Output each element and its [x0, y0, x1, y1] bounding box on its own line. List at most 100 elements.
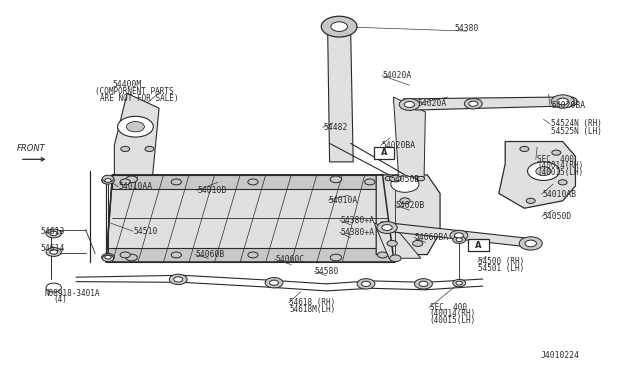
- Circle shape: [170, 274, 187, 285]
- Text: 54525N (LH): 54525N (LH): [551, 126, 602, 136]
- Text: 54524N (RH): 54524N (RH): [551, 119, 602, 128]
- Circle shape: [450, 230, 468, 241]
- FancyBboxPatch shape: [468, 239, 488, 251]
- Text: 54400M: 54400M: [113, 80, 141, 89]
- Circle shape: [536, 167, 551, 176]
- Text: 54010B: 54010B: [197, 186, 227, 195]
- Text: 54613: 54613: [40, 227, 65, 236]
- Text: A: A: [381, 148, 387, 157]
- Circle shape: [46, 247, 61, 256]
- Circle shape: [102, 175, 114, 182]
- Circle shape: [269, 280, 278, 285]
- Circle shape: [102, 255, 114, 262]
- Circle shape: [385, 176, 393, 181]
- Circle shape: [105, 179, 111, 182]
- Circle shape: [365, 179, 375, 185]
- Circle shape: [330, 176, 342, 183]
- Circle shape: [557, 98, 568, 105]
- Text: J4010224: J4010224: [540, 351, 579, 360]
- Text: SEC. 400: SEC. 400: [430, 303, 467, 312]
- Circle shape: [248, 252, 258, 258]
- Text: 54010A: 54010A: [329, 196, 358, 205]
- Circle shape: [172, 252, 181, 258]
- Circle shape: [526, 198, 535, 203]
- Text: 54510: 54510: [134, 227, 158, 236]
- Circle shape: [120, 179, 131, 185]
- Circle shape: [330, 254, 342, 261]
- Text: 54020BA: 54020BA: [381, 141, 415, 150]
- Circle shape: [399, 99, 420, 110]
- Polygon shape: [499, 141, 575, 208]
- Circle shape: [552, 150, 561, 155]
- Text: ARE NOT FOR SALE): ARE NOT FOR SALE): [100, 94, 179, 103]
- Circle shape: [527, 162, 559, 180]
- Text: 54020BA: 54020BA: [551, 101, 586, 110]
- Polygon shape: [328, 31, 353, 162]
- Circle shape: [321, 16, 357, 37]
- Text: 54580: 54580: [315, 267, 339, 276]
- Circle shape: [378, 252, 388, 258]
- Circle shape: [126, 176, 138, 183]
- Circle shape: [173, 277, 182, 282]
- Circle shape: [468, 101, 477, 106]
- Text: 54020B: 54020B: [396, 201, 424, 210]
- Text: 54020A: 54020A: [383, 71, 412, 80]
- Circle shape: [390, 255, 401, 262]
- Circle shape: [400, 198, 410, 204]
- Circle shape: [105, 255, 111, 259]
- Polygon shape: [381, 222, 537, 248]
- Text: 54482: 54482: [323, 123, 348, 132]
- Circle shape: [519, 237, 542, 250]
- Circle shape: [362, 281, 371, 286]
- Text: 54060BA: 54060BA: [415, 232, 449, 242]
- Circle shape: [454, 233, 463, 238]
- Text: 54380+A: 54380+A: [340, 216, 374, 225]
- Circle shape: [456, 238, 463, 241]
- Text: A: A: [475, 241, 482, 250]
- Text: SEC. 400: SEC. 400: [537, 155, 574, 164]
- Circle shape: [465, 99, 482, 109]
- Circle shape: [172, 179, 181, 185]
- Circle shape: [525, 240, 536, 247]
- Circle shape: [417, 176, 425, 181]
- Circle shape: [415, 279, 433, 289]
- Circle shape: [331, 22, 348, 32]
- Text: (40014(RH): (40014(RH): [537, 161, 584, 170]
- Polygon shape: [113, 175, 383, 189]
- Circle shape: [387, 240, 397, 246]
- Circle shape: [126, 254, 138, 261]
- Text: 54618 (RH): 54618 (RH): [289, 298, 335, 307]
- Text: 54020A: 54020A: [418, 99, 447, 108]
- Circle shape: [46, 283, 61, 292]
- Text: N08918-3401A: N08918-3401A: [44, 289, 100, 298]
- Circle shape: [551, 95, 574, 108]
- Polygon shape: [106, 248, 394, 262]
- Circle shape: [561, 97, 577, 106]
- Text: 54501 (LH): 54501 (LH): [478, 264, 525, 273]
- Text: (400I5(LH): (400I5(LH): [430, 316, 476, 325]
- Text: FRONT: FRONT: [17, 144, 45, 153]
- Circle shape: [127, 122, 145, 132]
- Text: 54010AA: 54010AA: [119, 182, 153, 191]
- Polygon shape: [374, 223, 421, 258]
- Text: 54050B: 54050B: [390, 175, 419, 184]
- Circle shape: [558, 180, 567, 185]
- Polygon shape: [394, 97, 426, 177]
- Circle shape: [520, 146, 529, 151]
- Text: 54010AB: 54010AB: [542, 190, 577, 199]
- Text: 54500 (RH): 54500 (RH): [478, 257, 525, 266]
- Circle shape: [419, 281, 428, 286]
- Polygon shape: [115, 93, 159, 175]
- Circle shape: [145, 146, 154, 151]
- Text: 54060C: 54060C: [275, 255, 305, 264]
- Text: 54060B: 54060B: [195, 250, 225, 259]
- Text: (COMPORNENT PARTS: (COMPORNENT PARTS: [95, 87, 174, 96]
- Circle shape: [248, 179, 258, 185]
- Text: 54050D: 54050D: [542, 212, 572, 221]
- Text: 54618M(LH): 54618M(LH): [289, 305, 335, 314]
- Circle shape: [265, 278, 283, 288]
- Polygon shape: [376, 175, 440, 254]
- Text: (4): (4): [53, 295, 67, 304]
- Text: (40015(LH): (40015(LH): [537, 168, 584, 177]
- Circle shape: [120, 252, 131, 258]
